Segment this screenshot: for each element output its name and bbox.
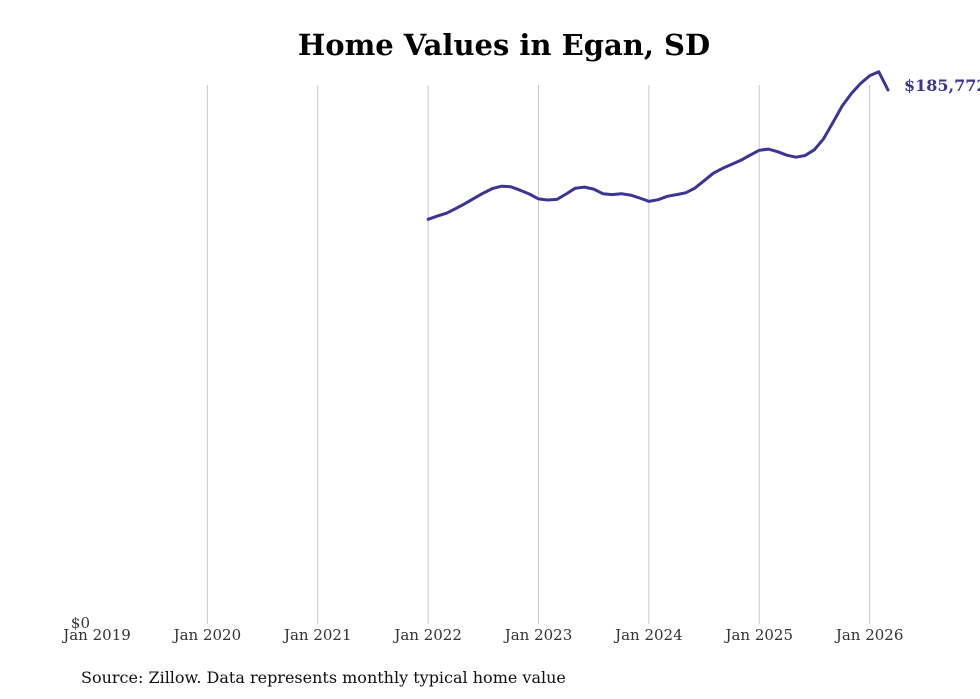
x-tick-label-2022: Jan 2022 — [392, 626, 462, 644]
x-tick-label-2020: Jan 2020 — [172, 626, 242, 644]
series-line — [426, 70, 890, 221]
source-note: Source: Zillow. Data represents monthly … — [81, 668, 566, 687]
gridlines — [206, 85, 871, 624]
end-value-label: $185,772 — [904, 76, 980, 95]
x-tick-label-2021: Jan 2021 — [282, 626, 352, 644]
x-tick-label-2024: Jan 2024 — [613, 626, 683, 644]
x-tick-label-2025: Jan 2025 — [723, 626, 793, 644]
x-tick-label-2019: Jan 2019 — [61, 626, 131, 644]
y-tick-label-0: $0 — [71, 614, 90, 632]
x-tick-label-2023: Jan 2023 — [503, 626, 573, 644]
chart-title: Home Values in Egan, SD — [297, 28, 711, 62]
x-axis-ticks: Jan 2019 Jan 2020 Jan 2021 Jan 2022 Jan 2023… — [61, 626, 903, 644]
series-layer — [426, 70, 890, 221]
x-tick-label-2026: Jan 2026 — [834, 626, 904, 644]
